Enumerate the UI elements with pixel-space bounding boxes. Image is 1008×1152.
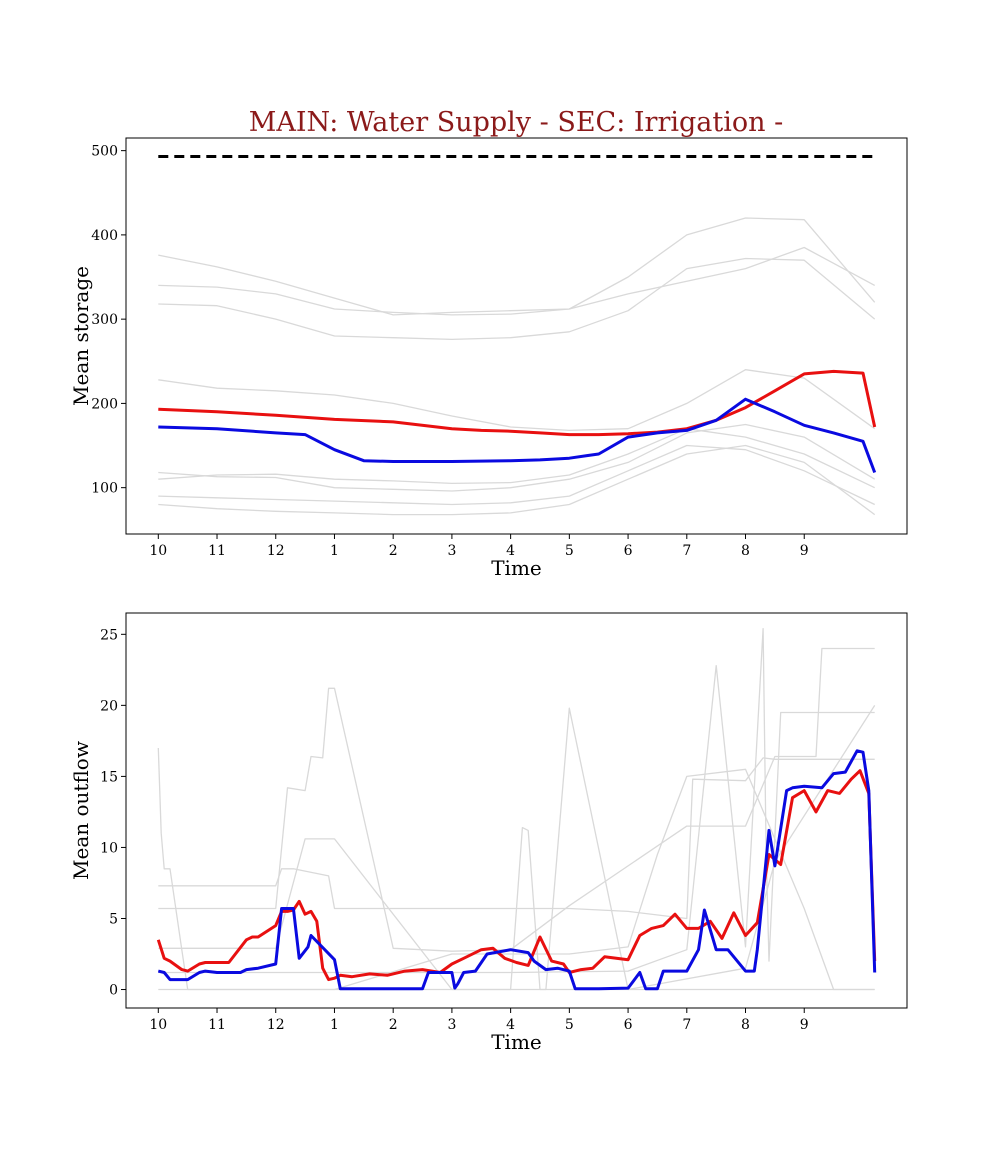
x-tick-label: 7 xyxy=(682,1017,691,1033)
y-tick-label: 300 xyxy=(91,312,118,328)
axes-frame xyxy=(125,612,908,1009)
y-tick-label: 100 xyxy=(91,481,118,497)
x-tick-label: 4 xyxy=(506,1017,515,1033)
x-tick-label: 11 xyxy=(208,1017,226,1033)
blue-series-line xyxy=(158,397,877,474)
background-series-line xyxy=(158,423,876,492)
x-tick-label: 12 xyxy=(267,1017,285,1033)
x-tick-label: 5 xyxy=(565,1017,574,1033)
blue-series-line xyxy=(157,749,877,991)
x-tick-label: 6 xyxy=(624,1017,633,1033)
x-tick-label: 2 xyxy=(389,1017,398,1033)
plot-area xyxy=(158,155,877,516)
x-tick-label: 9 xyxy=(800,543,809,559)
x-tick-label: 5 xyxy=(565,543,574,559)
x-tick-label: 7 xyxy=(682,543,691,559)
x-tick-label: 10 xyxy=(149,543,167,559)
background-series-line xyxy=(158,705,876,991)
y-axis-label: Mean outflow xyxy=(69,741,93,880)
x-tick-label: 1 xyxy=(330,543,339,559)
x-tick-label: 6 xyxy=(624,543,633,559)
background-series-line xyxy=(158,257,876,341)
x-tick-label: 4 xyxy=(506,543,515,559)
x-tick-label: 8 xyxy=(741,543,750,559)
x-tick-label: 3 xyxy=(447,1017,456,1033)
background-series-line xyxy=(158,246,876,316)
x-tick-label: 1 xyxy=(330,1017,339,1033)
background-series-line xyxy=(158,444,875,506)
red-series-line xyxy=(158,369,877,437)
background-series-line xyxy=(158,369,876,432)
x-tick-label: 10 xyxy=(149,1017,167,1033)
x-tick-label: 2 xyxy=(389,543,398,559)
y-tick-label: 0 xyxy=(109,983,118,999)
x-tick-label: 3 xyxy=(447,543,456,559)
background-series-line xyxy=(158,428,875,489)
chart-title: MAIN: Water Supply - SEC: Irrigation - xyxy=(249,107,783,138)
x-tick-label: 11 xyxy=(208,543,226,559)
y-axis-label: Mean storage xyxy=(69,266,93,406)
background-series-line xyxy=(158,768,875,991)
plot-area xyxy=(156,627,877,991)
y-tick-label: 20 xyxy=(100,698,118,714)
y-tick-label: 500 xyxy=(91,144,118,160)
axes-frame xyxy=(125,137,908,535)
x-tick-label: 8 xyxy=(741,1017,750,1033)
x-tick-label: 9 xyxy=(800,1017,809,1033)
background-series-line xyxy=(158,217,876,316)
x-axis-label: Time xyxy=(491,1030,542,1054)
x-axis-label: Time xyxy=(491,556,542,580)
y-tick-label: 5 xyxy=(109,911,118,927)
x-tick-label: 12 xyxy=(267,543,285,559)
y-tick-label: 200 xyxy=(91,396,118,412)
y-tick-label: 400 xyxy=(91,228,118,244)
background-series-line xyxy=(158,627,875,974)
background-series-line xyxy=(158,444,876,516)
y-tick-label: 15 xyxy=(100,769,118,785)
y-tick-label: 10 xyxy=(100,840,118,856)
background-series-line xyxy=(158,647,875,952)
y-tick-label: 25 xyxy=(100,627,118,643)
